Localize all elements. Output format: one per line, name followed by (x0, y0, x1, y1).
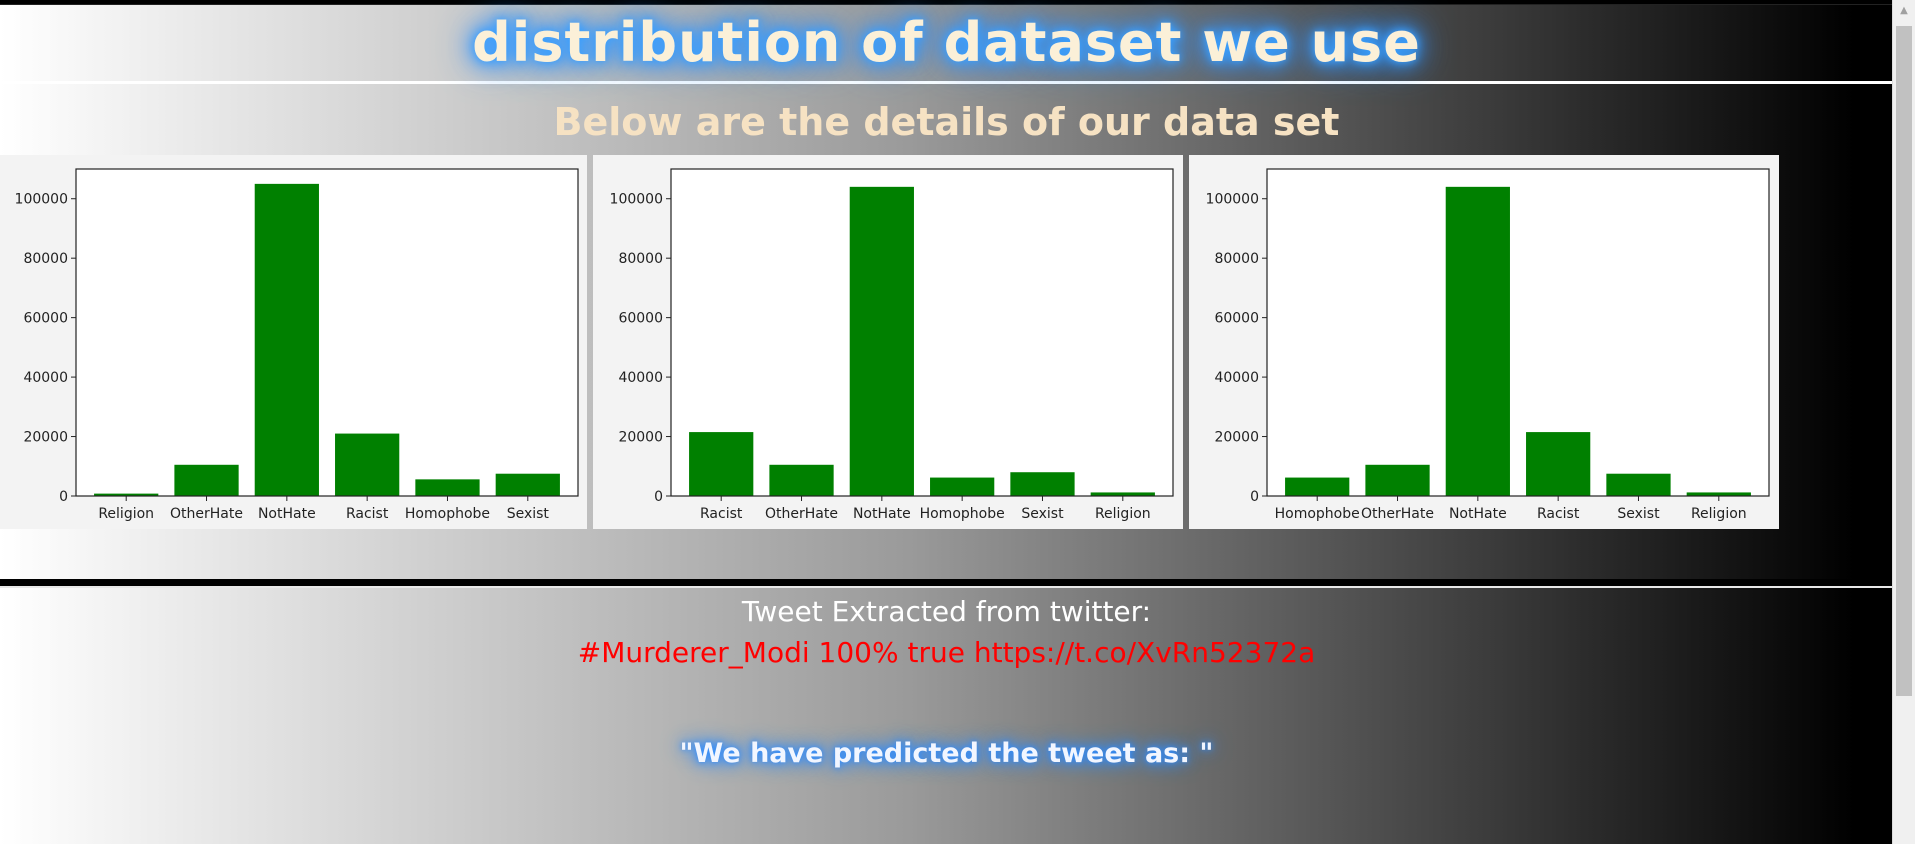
x-tick-label: OtherHate (170, 506, 243, 522)
x-tick-label: Sexist (1617, 506, 1660, 522)
x-tick-label: NotHate (258, 506, 316, 522)
bar-nothate (254, 183, 319, 496)
y-tick-label: 80000 (23, 251, 68, 267)
y-tick-label: 20000 (1214, 430, 1259, 446)
x-tick-label: Religion (1691, 506, 1747, 522)
y-tick-label: 60000 (1214, 311, 1259, 327)
y-tick-label: 0 (59, 489, 68, 505)
dataset-section: distribution of dataset we use Below are… (0, 4, 1893, 579)
y-tick-label: 100000 (1206, 192, 1259, 208)
x-tick-label: Religion (1095, 506, 1151, 522)
y-tick-label: 80000 (1214, 251, 1259, 267)
bar-racist (689, 432, 754, 496)
distribution-chart-1: 0 20000 40000 60000 80000 100000 Religion Other… (15, 168, 579, 522)
bar-sexist (1010, 472, 1075, 496)
y-tick-label: 40000 (23, 370, 68, 386)
x-tick-label: Sexist (1021, 506, 1064, 522)
y-tick-label: 0 (1250, 489, 1259, 505)
page-title: distribution of dataset we use (472, 11, 1421, 74)
bar-otherhate (174, 464, 239, 496)
bar-nothate (1445, 186, 1510, 496)
bar-religion (1090, 492, 1155, 496)
chart-panel-1: 0 20000 40000 60000 80000 100000 Religion Other… (0, 155, 587, 529)
x-tick-label: NotHate (853, 506, 911, 522)
x-tick-label: OtherHate (1361, 506, 1434, 522)
tweet-heading: Tweet Extracted from twitter: (741, 595, 1152, 628)
x-tick-label: Homophobe (405, 506, 490, 522)
y-tick-label: 60000 (23, 311, 68, 327)
bar-sexist (1606, 473, 1671, 496)
x-tick-label: OtherHate (765, 506, 838, 522)
bar-nothate (849, 186, 914, 496)
plot-frame (1266, 168, 1770, 497)
x-tick-label: NotHate (1449, 506, 1507, 522)
plot-area (1267, 169, 1769, 496)
bar-otherhate (769, 464, 834, 496)
x-tick-label: Religion (98, 506, 154, 522)
x-tick-label: Racist (700, 506, 743, 522)
plot-area (671, 169, 1173, 496)
y-tick-label: 80000 (618, 251, 663, 267)
distribution-chart-3: 0 20000 40000 60000 80000 100000 Homophobe Othe… (1206, 168, 1770, 522)
y-tick-label: 100000 (15, 192, 68, 208)
bar-religion (1686, 492, 1751, 496)
x-tick-label: Homophobe (1275, 506, 1360, 522)
y-tick-label: 40000 (1214, 370, 1259, 386)
prediction-label: "We have predicted the tweet as: " (679, 738, 1214, 769)
plot-frame (75, 168, 579, 497)
bar-otherhate (1365, 464, 1430, 496)
vertical-scrollbar[interactable]: ▲ (1892, 0, 1915, 844)
dataset-subtitle: Below are the details of our data set (553, 100, 1340, 144)
bar-homophobe (1285, 477, 1350, 496)
chart-panel-2: 0 20000 40000 60000 80000 100000 Racist OtherHa… (593, 155, 1183, 529)
y-tick-label: 20000 (23, 430, 68, 446)
bar-racist (1526, 432, 1591, 496)
bar-racist (335, 433, 400, 496)
x-tick-label: Racist (346, 506, 389, 522)
tweet-text: #Murderer_Modi 100% true https://t.co/Xv… (577, 636, 1316, 669)
y-tick-label: 40000 (618, 370, 663, 386)
bar-homophobe (930, 477, 995, 496)
tweet-section: Tweet Extracted from twitter: #Murderer_… (0, 586, 1893, 678)
scrollbar-thumb[interactable] (1896, 26, 1912, 696)
bar-homophobe (415, 479, 480, 496)
x-tick-label: Homophobe (920, 506, 1005, 522)
y-tick-label: 100000 (610, 192, 663, 208)
title-band: distribution of dataset we use (0, 5, 1893, 84)
bar-sexist (495, 473, 560, 496)
y-tick-label: 60000 (618, 311, 663, 327)
plot-area (76, 169, 578, 496)
chart-panel-3: 0 20000 40000 60000 80000 100000 Homophobe Othe… (1189, 155, 1779, 529)
distribution-chart-2: 0 20000 40000 60000 80000 100000 Racist OtherHa… (610, 168, 1174, 522)
scroll-up-arrow-icon[interactable]: ▲ (1900, 5, 1908, 16)
x-tick-label: Racist (1537, 506, 1580, 522)
y-tick-label: 0 (654, 489, 663, 505)
prediction-section: "We have predicted the tweet as: " (0, 676, 1893, 844)
x-tick-label: Sexist (507, 506, 550, 522)
plot-frame (670, 168, 1174, 497)
y-tick-label: 20000 (618, 430, 663, 446)
bar-religion (94, 493, 159, 496)
